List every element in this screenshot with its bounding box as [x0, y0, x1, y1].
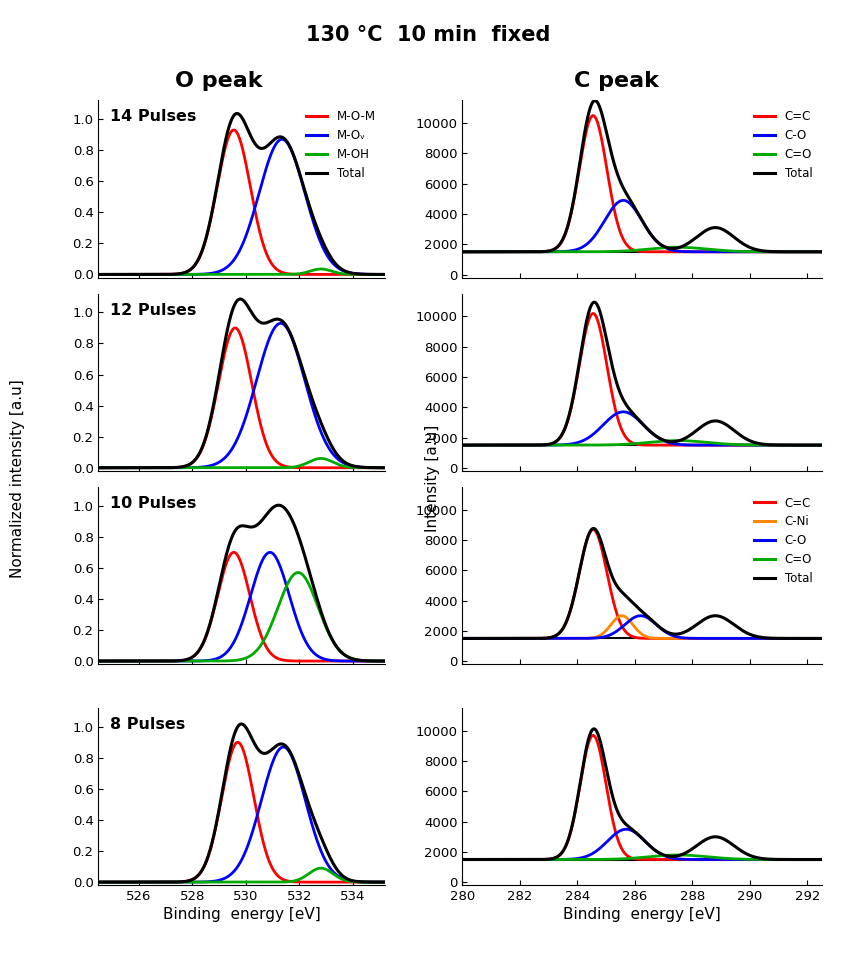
- Legend: C=C, C-O, C=O, Total: C=C, C-O, C=O, Total: [751, 106, 816, 183]
- Text: C peak: C peak: [574, 72, 659, 91]
- Text: Intensity [a.u]: Intensity [a.u]: [425, 425, 440, 532]
- Text: 130 °C  10 min  fixed: 130 °C 10 min fixed: [306, 26, 550, 45]
- X-axis label: Binding  energy [eV]: Binding energy [eV]: [163, 907, 321, 923]
- Text: 14 Pulses: 14 Pulses: [110, 109, 196, 124]
- Text: 8 Pulses: 8 Pulses: [110, 717, 185, 732]
- Text: Normalized intensity [a.u]: Normalized intensity [a.u]: [9, 379, 25, 578]
- X-axis label: Binding  energy [eV]: Binding energy [eV]: [563, 907, 721, 923]
- Legend: M-O-M, M-Oᵥ, M-OH, Total: M-O-M, M-Oᵥ, M-OH, Total: [302, 106, 379, 183]
- Legend: C=C, C-Ni, C-O, C=O, Total: C=C, C-Ni, C-O, C=O, Total: [751, 493, 816, 589]
- Text: 12 Pulses: 12 Pulses: [110, 302, 196, 318]
- Text: O peak: O peak: [175, 72, 262, 91]
- Text: 10 Pulses: 10 Pulses: [110, 496, 196, 511]
